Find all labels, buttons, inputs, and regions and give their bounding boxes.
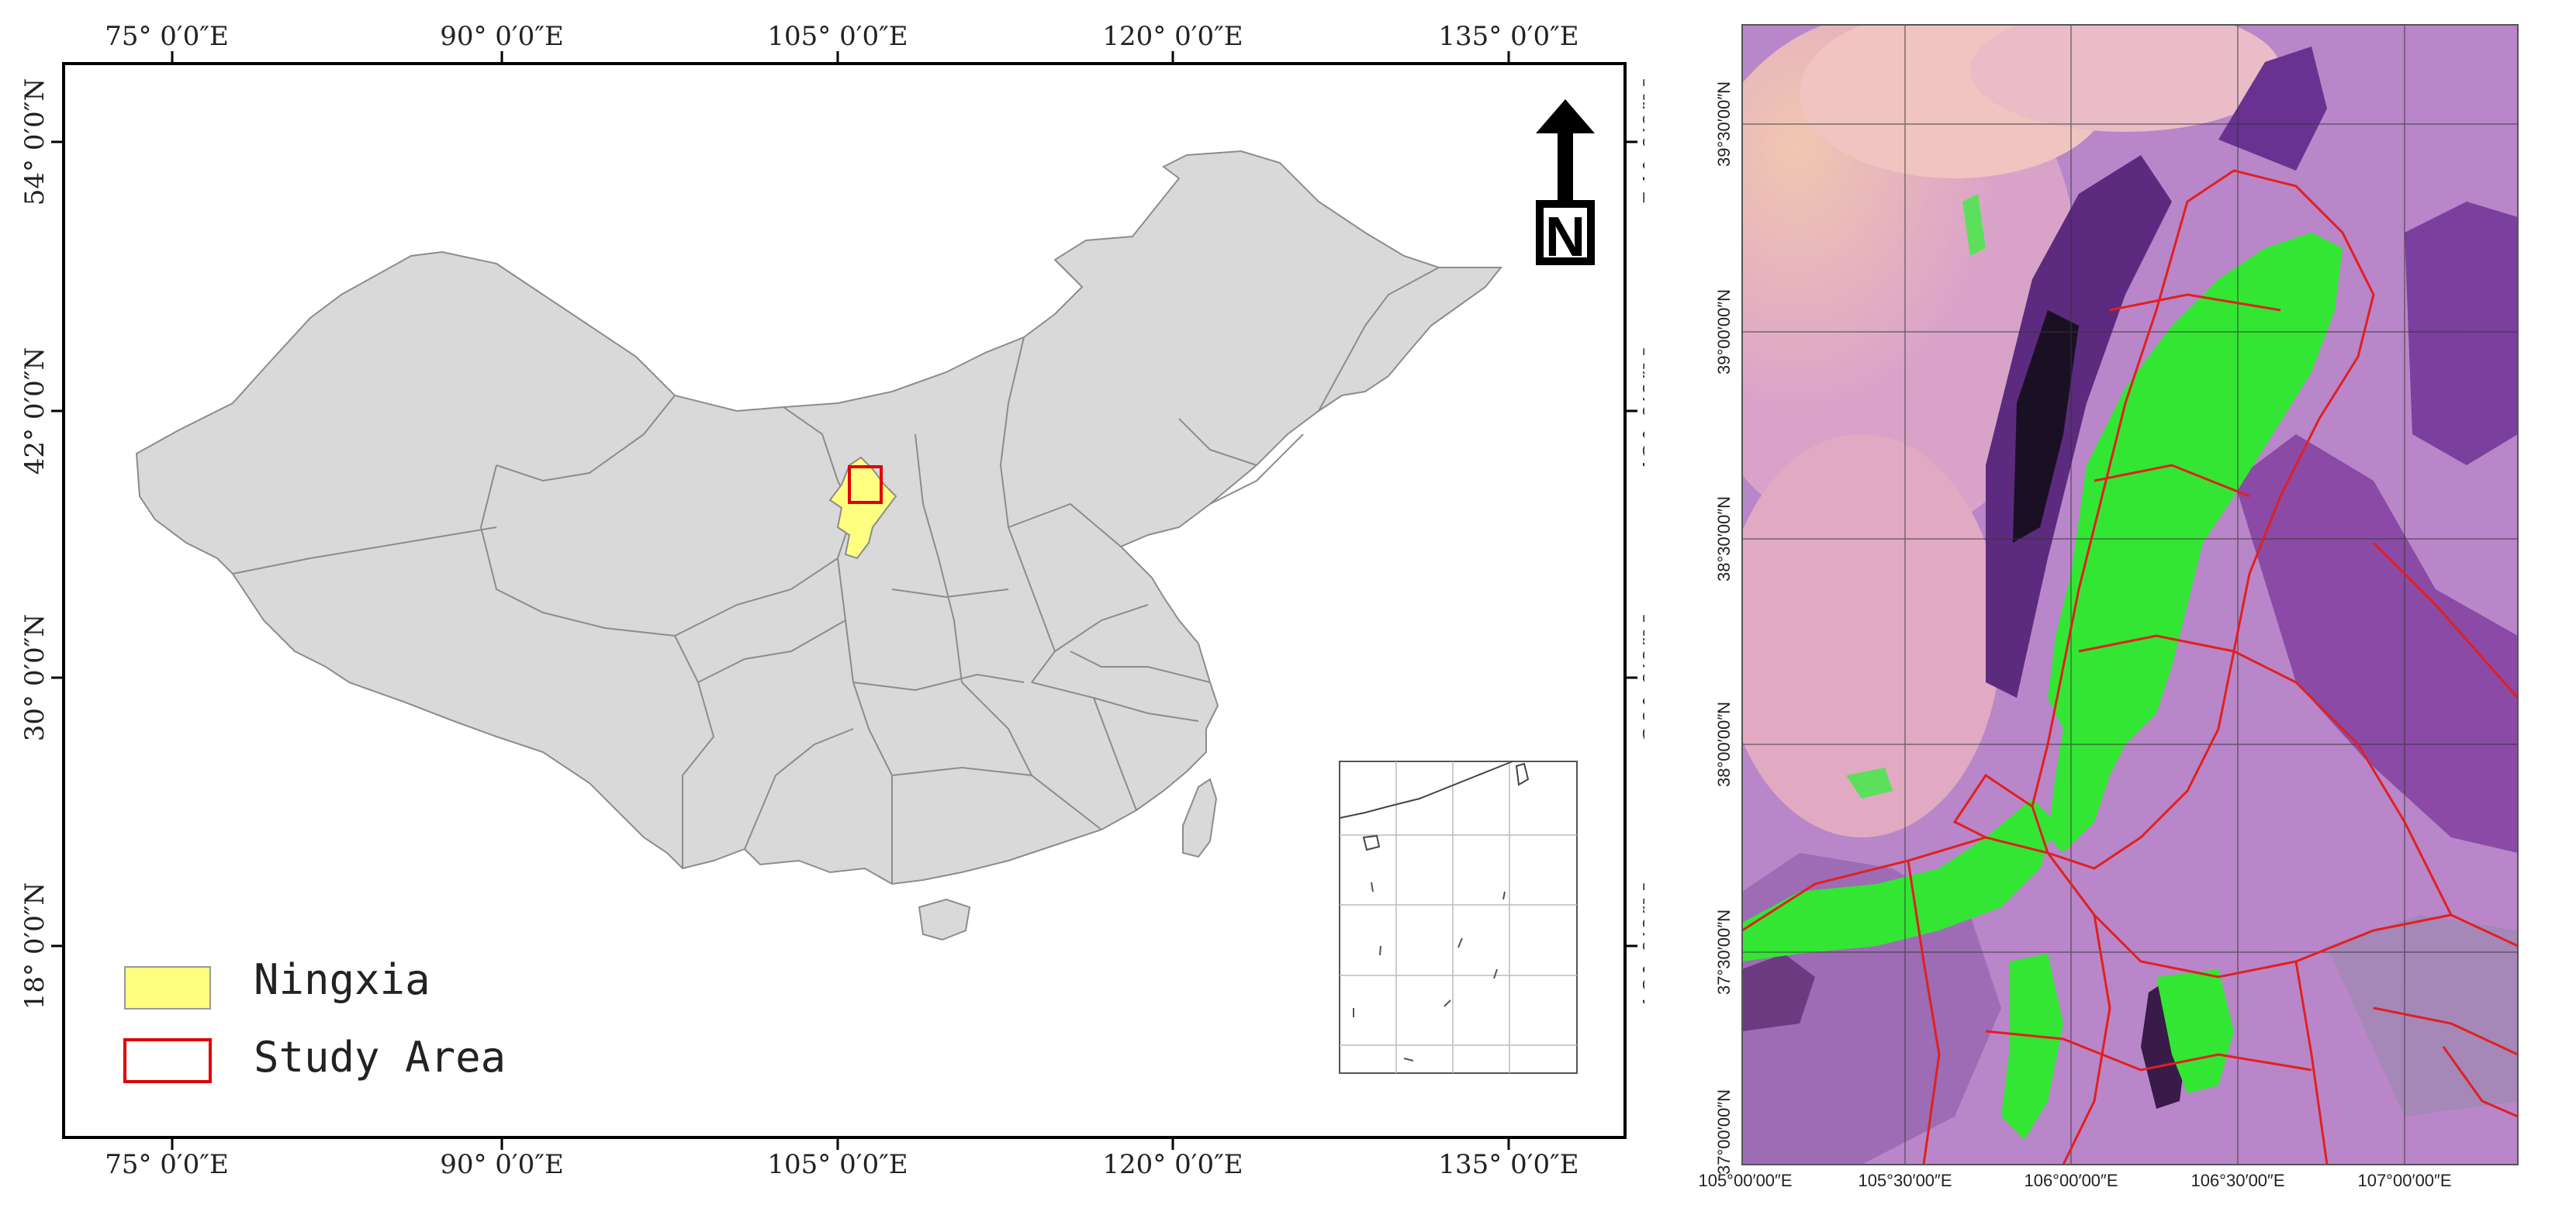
sat-left-tick-label: 39°00′00″N xyxy=(1714,289,1734,375)
taiwan-island xyxy=(1182,778,1218,858)
map-frame xyxy=(62,62,1627,1139)
sat-bottom-tick-label: 106°00′00″E xyxy=(2024,1171,2118,1190)
right-tick-label: 42° 0′0″N xyxy=(1638,347,1644,475)
top-tick-label: 90° 0′0″E xyxy=(440,21,564,52)
left-tick-label: 18° 0′0″N xyxy=(19,882,50,1010)
legend-study-area-swatch xyxy=(123,1038,212,1083)
sat-bottom-tick-label: 105°30′00″E xyxy=(1858,1171,1952,1190)
china-landmass xyxy=(135,150,1503,885)
top-tick-label: 120° 0′0″E xyxy=(1102,21,1243,52)
left-tick-label: 30° 0′0″N xyxy=(19,614,50,742)
bottom-tick-label: 135° 0′0″E xyxy=(1438,1149,1578,1180)
top-tick-label: 75° 0′0″E xyxy=(105,21,229,52)
top-tick-label: 135° 0′0″E xyxy=(1438,21,1578,52)
ningxia-region xyxy=(828,456,897,560)
south-china-sea-inset xyxy=(1339,761,1578,1074)
legend-ningxia-label: Ningxia xyxy=(254,955,430,1004)
hainan-island xyxy=(918,898,971,941)
bottom-tick-label: 105° 0′0″E xyxy=(767,1149,908,1180)
map-ticks xyxy=(51,51,1637,1150)
sat-left-tick-label: 37°00′00″N xyxy=(1714,1089,1734,1175)
legend-ningxia-swatch xyxy=(124,966,211,1010)
bottom-tick-label: 75° 0′0″E xyxy=(105,1149,229,1180)
right-tick-label: 30° 0′0″N xyxy=(1638,614,1644,742)
right-tick-label: 18° 0′0″N xyxy=(1638,882,1644,1010)
satellite-frame xyxy=(1741,24,2519,1165)
sat-bottom-tick-label: 107°00′00″E xyxy=(2357,1171,2451,1190)
north-arrow-icon: N xyxy=(1536,99,1595,268)
top-tick-label: 105° 0′0″E xyxy=(767,21,908,52)
bottom-tick-label: 90° 0′0″E xyxy=(440,1149,564,1180)
sat-bottom-tick-label: 106°30′00″E xyxy=(2190,1171,2284,1190)
study-area-box xyxy=(848,465,883,504)
sat-left-tick-label: 37°30′00″N xyxy=(1714,910,1734,995)
location-map: 75° 0′0″E 90° 0′0″E 105° 0′0″E 120° 0′0″… xyxy=(19,21,1644,1180)
left-tick-label: 42° 0′0″N xyxy=(19,347,50,475)
sat-left-tick-label: 39°30′00″N xyxy=(1714,81,1734,167)
north-label: N xyxy=(1545,206,1585,268)
sat-left-tick-label: 38°00′00″N xyxy=(1714,702,1734,787)
sat-left-tick-label: 38°30′00″N xyxy=(1714,496,1734,582)
admin-boundaries xyxy=(1742,169,2518,1165)
right-tick-label: 54° 0′0″N xyxy=(1638,78,1644,206)
map-legend: Ningxia Study Area xyxy=(123,955,506,1083)
legend-study-area-label: Study Area xyxy=(254,1033,506,1082)
sat-bottom-tick-label: 105°00′00″E xyxy=(1698,1171,1792,1190)
vegetation-belt xyxy=(2048,233,2343,853)
bottom-tick-label: 120° 0′0″E xyxy=(1102,1149,1243,1180)
left-tick-label: 54° 0′0″N xyxy=(19,78,50,206)
